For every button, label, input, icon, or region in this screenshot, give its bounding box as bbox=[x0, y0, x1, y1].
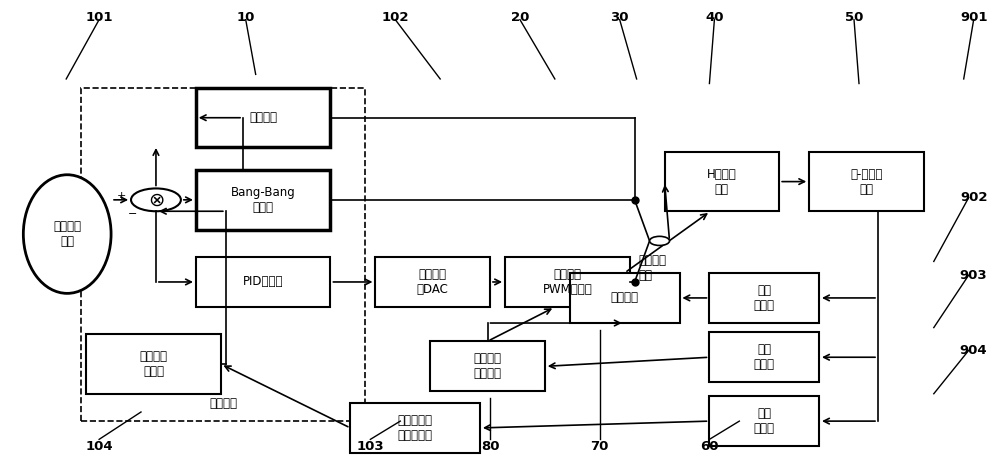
Bar bbox=[196, 257, 330, 307]
Bar bbox=[375, 257, 490, 307]
Text: 数字
光栅尺: 数字 光栅尺 bbox=[754, 407, 775, 435]
Text: ⊗: ⊗ bbox=[148, 190, 164, 209]
Bar bbox=[350, 403, 480, 453]
Text: 20: 20 bbox=[511, 11, 529, 24]
Text: 901: 901 bbox=[960, 11, 987, 24]
Text: 904: 904 bbox=[960, 344, 987, 357]
Text: 电流信号
调理电路: 电流信号 调理电路 bbox=[474, 353, 502, 381]
Text: 保护电路: 保护电路 bbox=[611, 291, 639, 304]
Text: 104: 104 bbox=[85, 440, 113, 453]
Bar bbox=[809, 152, 924, 211]
Text: 102: 102 bbox=[382, 11, 409, 24]
Text: 101: 101 bbox=[85, 11, 113, 24]
Bar bbox=[570, 273, 680, 323]
Text: H桥驱动
模块: H桥驱动 模块 bbox=[707, 168, 737, 196]
Bar bbox=[81, 88, 365, 421]
Text: 40: 40 bbox=[705, 11, 724, 24]
Text: 滞环比较
PWM调制器: 滞环比较 PWM调制器 bbox=[542, 268, 592, 296]
Text: 30: 30 bbox=[610, 11, 629, 24]
Bar bbox=[665, 152, 779, 211]
Text: 80: 80 bbox=[481, 440, 499, 453]
Text: 数模转换
器DAC: 数模转换 器DAC bbox=[417, 268, 449, 296]
Text: PID控制器: PID控制器 bbox=[243, 275, 283, 288]
Text: 60: 60 bbox=[700, 440, 719, 453]
Text: −: − bbox=[128, 208, 138, 218]
Text: 70: 70 bbox=[591, 440, 609, 453]
Text: 温度
传感器: 温度 传感器 bbox=[754, 284, 775, 312]
Text: 10: 10 bbox=[237, 11, 255, 24]
Text: 103: 103 bbox=[357, 440, 384, 453]
Bar bbox=[86, 335, 221, 394]
Text: 输入位移
指令: 输入位移 指令 bbox=[53, 220, 81, 248]
Text: 控制芯片: 控制芯片 bbox=[209, 397, 237, 410]
Text: 50: 50 bbox=[845, 11, 863, 24]
Bar bbox=[505, 257, 630, 307]
Text: 差分正交信
号调理电路: 差分正交信 号调理电路 bbox=[398, 414, 433, 442]
Text: 903: 903 bbox=[960, 269, 987, 282]
Text: 信号切换
开关: 信号切换 开关 bbox=[639, 254, 667, 282]
Bar bbox=[709, 396, 819, 446]
Bar bbox=[196, 88, 330, 147]
Text: 902: 902 bbox=[960, 191, 987, 204]
Text: 决策逻辑: 决策逻辑 bbox=[249, 111, 277, 124]
Circle shape bbox=[650, 236, 670, 246]
Text: +: + bbox=[116, 191, 126, 201]
Bar bbox=[709, 332, 819, 382]
Text: 电-机械转
换器: 电-机械转 换器 bbox=[850, 168, 883, 196]
Bar bbox=[430, 341, 545, 392]
Circle shape bbox=[131, 189, 181, 211]
Text: 正交脉冲
计数器: 正交脉冲 计数器 bbox=[139, 350, 167, 378]
Text: Bang-Bang
控制器: Bang-Bang 控制器 bbox=[231, 186, 296, 214]
Bar bbox=[196, 170, 330, 230]
Ellipse shape bbox=[23, 175, 111, 293]
Text: 电流
传感器: 电流 传感器 bbox=[754, 343, 775, 371]
Bar bbox=[709, 273, 819, 323]
